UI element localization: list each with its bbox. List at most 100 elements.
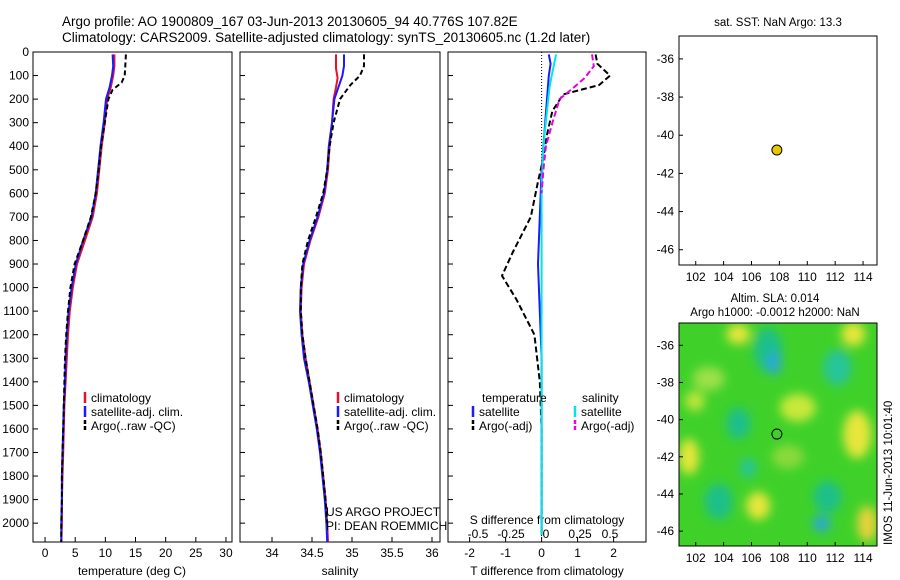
legend-label: satellite <box>581 405 622 419</box>
x-tick-label: 112 <box>826 551 845 565</box>
series-argo <box>299 54 365 524</box>
heatmap-blob <box>684 391 705 412</box>
pi-annotation: PI: DEAN ROEMMICH <box>326 519 447 533</box>
temperature-panel: 0100200300400500600700800900100011001200… <box>2 45 233 578</box>
x-axis-label: salinity <box>322 564 359 578</box>
y-tick-label: 1800 <box>2 469 29 483</box>
series-s-satellite <box>540 54 557 535</box>
heatmap-blob <box>841 323 866 347</box>
y-tick-label: 300 <box>9 116 29 130</box>
heatmap-blob <box>779 393 816 422</box>
altimetry-map-panel: 102 104 106 108 110 112 114 -36 -38 -40 -42 -44 -46 A… <box>657 293 878 565</box>
x-tick-label: 34 <box>265 546 279 560</box>
map-frame <box>678 35 878 266</box>
salinity-panel: 34 34.5 35 35.5 36 salinity climatologysatelli… <box>239 51 447 578</box>
y-tick-label: -42 <box>657 450 675 464</box>
series-argo <box>60 54 127 542</box>
y-tick-label: 500 <box>9 163 29 177</box>
imos-side-label: IMOS 11-Jun-2013 10:01:40 <box>883 401 895 545</box>
x-tick-label: 114 <box>853 551 872 565</box>
heatmap-blobs <box>679 323 877 542</box>
series-s-argo <box>540 54 595 194</box>
s-tick-label: -0.25 <box>497 527 525 541</box>
heatmap-blob <box>813 480 842 513</box>
plot-frame <box>32 51 233 543</box>
x-tick-label: -2 <box>464 546 475 560</box>
x-tick-label: 106 <box>741 270 761 284</box>
x-tick-label: 104 <box>714 551 734 565</box>
difference-panel: -2 -1 0 1 2 -0.5 -0.25 0 0.25 0.5S difference fro… <box>447 51 647 578</box>
legend-label: Argo(..raw -QC) <box>344 419 429 433</box>
y-tick-label: 1300 <box>2 351 29 365</box>
legend-title-temperature: temperature <box>482 391 547 405</box>
x-tick-label: 1 <box>574 546 581 560</box>
legend-label: satellite-adj. clim. <box>344 405 436 419</box>
s-tick-label: 0 <box>543 527 550 541</box>
heatmap-blob <box>740 457 757 478</box>
x-tick-label: 108 <box>769 551 789 565</box>
header-line-1: Argo profile: AO 1900809_167 03-Jun-2013… <box>62 14 518 29</box>
legend-label: satellite-adj. clim. <box>91 405 183 419</box>
y-tick-label: -44 <box>657 487 675 501</box>
x-tick-label: 104 <box>714 270 734 284</box>
legend-title-salinity: salinity <box>582 391 619 405</box>
altimetry-title: Altim. SLA: 0.014 <box>731 293 820 305</box>
y-tick-label: 1700 <box>2 445 29 459</box>
y-tick-label: -44 <box>657 205 675 219</box>
x-tick-label: 10 <box>99 546 113 560</box>
heatmap-blob <box>857 505 877 542</box>
y-tick-label: -38 <box>657 90 675 104</box>
x-tick-label: 25 <box>189 546 203 560</box>
s-axis-label: S difference from climatology <box>470 513 625 527</box>
series-t-argo <box>500 54 612 535</box>
x-tick-label: -1 <box>500 546 511 560</box>
heatmap-blob <box>726 324 751 345</box>
y-tick-label: -46 <box>657 524 675 538</box>
y-tick-label: 800 <box>9 233 29 247</box>
heatmap-blob <box>771 444 804 469</box>
map-frame <box>678 322 878 547</box>
x-axis-label: T difference from climatology <box>470 564 624 578</box>
project-annotation: US ARGO PROJECT <box>326 505 441 519</box>
map-title: sat. SST: NaN Argo: 13.3 <box>714 17 842 29</box>
s-tick-label: 0.25 <box>568 527 592 541</box>
y-tick-label: -38 <box>657 375 675 389</box>
x-tick-label: 0 <box>42 546 49 560</box>
y-tick-label: 1900 <box>2 493 29 507</box>
y-tick-label: 1000 <box>2 281 29 295</box>
y-tick-label: 1400 <box>2 375 29 389</box>
x-tick-label: 0 <box>538 546 545 560</box>
heatmap-blob <box>843 410 872 459</box>
y-tick-label: 400 <box>9 139 29 153</box>
x-tick-label: 30 <box>219 546 233 560</box>
x-tick-label: 112 <box>826 270 845 284</box>
y-tick-label: 1500 <box>2 398 29 412</box>
x-tick-label: 34.5 <box>300 546 324 560</box>
x-tick-label: 2 <box>610 546 617 560</box>
heatmap-blob <box>692 366 725 391</box>
profile-location-marker <box>771 428 783 440</box>
plot-frame <box>239 51 441 543</box>
x-tick-label: 15 <box>129 546 143 560</box>
x-tick-label: 108 <box>769 270 789 284</box>
y-tick-label: 1100 <box>3 304 29 318</box>
legend-label: satellite <box>479 405 520 419</box>
plot-frame <box>447 51 647 543</box>
x-tick-label: 106 <box>741 551 761 565</box>
legend-label: Argo(-adj) <box>479 419 532 433</box>
y-tick-label: 200 <box>9 92 29 106</box>
x-tick-label: 5 <box>72 546 79 560</box>
y-tick-label: -40 <box>657 413 675 427</box>
y-tick-label: -40 <box>657 128 675 142</box>
heatmap-blob <box>767 351 782 376</box>
heatmap-blob <box>726 407 751 440</box>
x-tick-label: 110 <box>798 551 817 565</box>
x-tick-label: 35.5 <box>380 546 404 560</box>
y-tick-label: 2000 <box>2 516 29 530</box>
location-map-panel: 102 104 106 108 110 112 114 -36 -38 -40 -42 -44 -46 s… <box>657 17 878 284</box>
legend-label: climatology <box>91 391 151 405</box>
heatmap-blob <box>823 349 852 386</box>
heatmap <box>679 323 877 546</box>
y-tick-label: -46 <box>657 243 675 257</box>
